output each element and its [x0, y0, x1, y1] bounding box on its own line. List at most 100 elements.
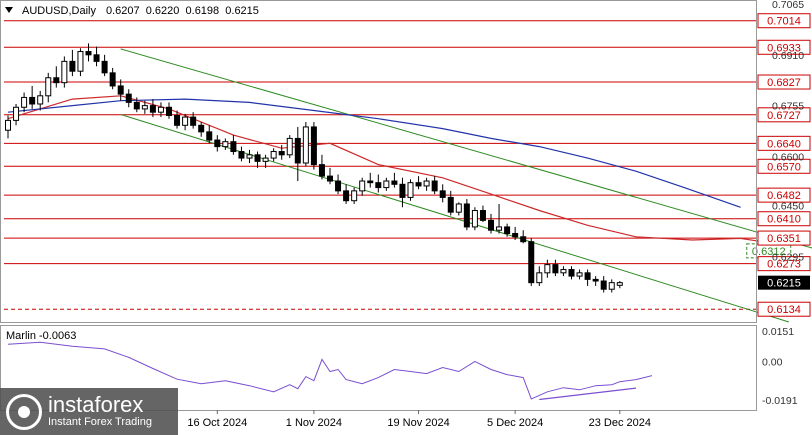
level-label-0.6273: 0.6273: [767, 259, 801, 271]
price-panel-frame: [0, 0, 757, 323]
level-label-box-0.7014: [757, 13, 811, 29]
x-tick-label: 1 Nov 2024: [286, 417, 342, 429]
oscillator-line: [7, 341, 653, 400]
ohlc-values: 0.6207 0.6220 0.6198 0.6215: [106, 5, 259, 17]
level-label-0.6827: 0.6827: [767, 77, 801, 89]
candle-body: [262, 157, 269, 162]
candle-body: [310, 126, 317, 166]
level-label-0.6570: 0.6570: [767, 161, 801, 173]
osc-y-tick-label: 0.0151: [762, 326, 794, 338]
candle-body: [592, 278, 599, 282]
candle-body: [318, 164, 325, 177]
candle-body: [407, 182, 414, 198]
candle-body: [544, 264, 551, 274]
candle-body: [608, 282, 615, 290]
candle-body: [214, 139, 221, 148]
level-label-box-0.6640: [757, 135, 811, 151]
osc-y-tick-label: 0.00: [762, 356, 783, 368]
candle-body: [423, 180, 430, 187]
candle-body: [367, 180, 374, 184]
candle-body: [399, 183, 406, 198]
candle-body: [496, 226, 503, 231]
brand-watermark: instaforex Instant Forex Trading: [0, 388, 178, 435]
candle-body: [37, 95, 44, 105]
candle-body: [528, 241, 535, 284]
candle-body: [77, 51, 84, 72]
x-tick-label: 19 Nov 2024: [387, 417, 449, 429]
level-label-0.6134: 0.6134: [767, 304, 801, 316]
x-tick-label: 16 Oct 2024: [187, 417, 247, 429]
candle-body: [383, 180, 390, 189]
candle-body: [343, 190, 350, 202]
candle-body: [302, 126, 309, 164]
x-tick-label: 5 Dec 2024: [487, 417, 543, 429]
candle-body: [327, 175, 333, 182]
candle-body: [174, 114, 181, 126]
collapse-arrow-icon[interactable]: [5, 7, 13, 13]
candle-body: [431, 180, 438, 192]
level-label-0.7014: 0.7014: [767, 16, 801, 28]
level-label-box-0.6351: [757, 230, 811, 246]
current-price-box: [758, 275, 810, 290]
oscillator-trend-line: [539, 387, 636, 401]
level-label-0.6482: 0.6482: [767, 190, 801, 202]
candle-body: [5, 119, 11, 131]
annotation-label: 0.6312: [752, 246, 786, 258]
level-label-box-0.6727: [757, 107, 811, 123]
instaforex-logo-icon: [6, 393, 42, 430]
candle-body: [455, 203, 462, 213]
level-label-box-0.6570: [757, 158, 811, 174]
candle-body: [21, 96, 28, 108]
candle-body: [182, 116, 189, 126]
candle-body: [463, 203, 470, 228]
candle-body: [286, 137, 293, 156]
candle-body: [584, 272, 591, 280]
candle-body: [166, 106, 172, 116]
candle-body: [13, 106, 20, 121]
candle-body: [133, 101, 140, 110]
x-tick-label: 23 Dec 2024: [589, 417, 651, 429]
candle-body: [576, 272, 583, 277]
candle-body: [254, 154, 261, 162]
candle-body: [157, 106, 164, 113]
candle-body: [520, 236, 527, 243]
y-tick-label: 0.6600: [772, 151, 804, 163]
candle-body: [149, 105, 156, 113]
candle-body: [359, 180, 366, 192]
brand-name: instaforex: [48, 392, 144, 417]
y-tick-label: 0.6295: [772, 251, 804, 263]
candle-body: [101, 60, 108, 74]
candle-body: [45, 77, 52, 97]
candle-body: [439, 190, 446, 198]
candle-body: [560, 269, 567, 274]
candle-body: [335, 180, 342, 192]
candle-body: [53, 77, 60, 84]
candle-body: [512, 232, 519, 238]
level-label-box-0.6134: [757, 301, 811, 317]
candle-body: [198, 124, 205, 133]
y-tick-label: 0.7065: [772, 0, 804, 11]
candle-body: [278, 151, 285, 156]
level-label-0.6640: 0.6640: [767, 138, 801, 150]
candle-body: [93, 54, 100, 62]
candle-body: [222, 141, 229, 148]
candle-body: [471, 210, 478, 228]
osc-y-tick-label: -0.0191: [762, 395, 798, 407]
candle-body: [109, 72, 116, 87]
candle-body: [117, 85, 124, 95]
candle-body: [479, 210, 486, 221]
candle-body: [85, 51, 92, 56]
level-label-0.6351: 0.6351: [767, 233, 801, 245]
level-label-box-0.6482: [757, 187, 811, 203]
candle-body: [190, 116, 197, 126]
candle-body: [504, 226, 511, 234]
candle-body: [447, 196, 454, 213]
level-label-0.6727: 0.6727: [767, 110, 801, 122]
candle-body: [230, 141, 237, 153]
candle-body: [238, 151, 245, 159]
candle-body: [616, 282, 623, 286]
candle-body: [294, 137, 301, 164]
candle-body: [375, 182, 382, 189]
